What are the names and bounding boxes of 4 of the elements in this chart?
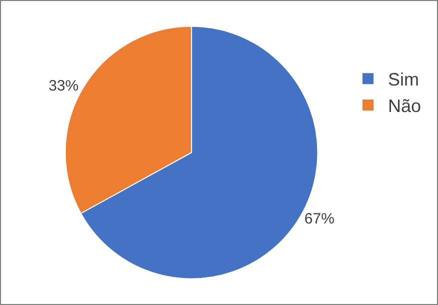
data-label: 67% bbox=[304, 210, 334, 228]
data-label: 33% bbox=[48, 78, 79, 95]
legend-label: Sim bbox=[388, 70, 419, 90]
legend-label: Não bbox=[388, 96, 422, 116]
